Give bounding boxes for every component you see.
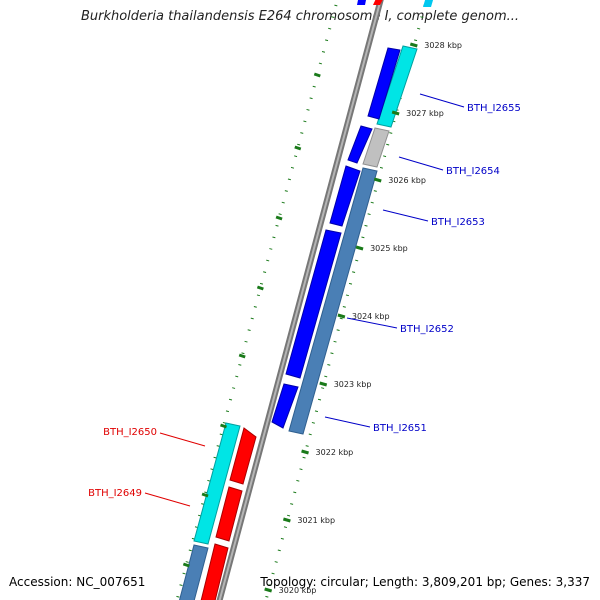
gene-arrow[interactable] bbox=[285, 229, 342, 379]
cds-forward-track bbox=[288, 0, 434, 435]
accession-text: Accession: NC_007651 bbox=[9, 575, 146, 589]
gene-label-forward[interactable]: BTH_I2654 bbox=[446, 166, 500, 177]
cds-segment bbox=[376, 45, 418, 128]
tick-mark bbox=[355, 245, 364, 251]
gene-label-forward[interactable]: BTH_I2653 bbox=[431, 217, 485, 228]
gene-arrow[interactable] bbox=[271, 383, 299, 429]
tick-label: 3022 kbp bbox=[316, 448, 354, 457]
tick-mark bbox=[373, 177, 382, 183]
tick-mark bbox=[264, 587, 273, 593]
genome-backbone bbox=[216, 0, 384, 600]
gene-label-forward[interactable]: BTH_I2652 bbox=[400, 324, 454, 335]
cds-segment bbox=[288, 167, 378, 435]
tick-mark bbox=[275, 215, 283, 221]
tick-mark bbox=[409, 42, 418, 48]
tick-label: 3021 kbp bbox=[297, 516, 335, 525]
gene-leader-line bbox=[346, 317, 398, 329]
tick-mark bbox=[182, 562, 190, 568]
cds-reverse-track bbox=[179, 422, 241, 600]
gene-arrow[interactable] bbox=[229, 427, 257, 485]
gene-arrow[interactable] bbox=[329, 165, 361, 227]
gene-label-reverse[interactable]: BTH_I2650 bbox=[103, 427, 157, 438]
gene-leader-line bbox=[419, 93, 465, 108]
tick-mark bbox=[220, 423, 227, 429]
gene-arrow[interactable] bbox=[373, 0, 388, 5]
tick-mark bbox=[282, 517, 291, 523]
gene-arrow[interactable] bbox=[367, 47, 401, 120]
tick-marks bbox=[182, 42, 418, 593]
cds-segment bbox=[362, 127, 390, 168]
gene-label-forward[interactable]: BTH_I2651 bbox=[373, 423, 427, 434]
tick-label: 3026 kbp bbox=[388, 176, 426, 185]
gene-leader-line bbox=[144, 492, 191, 507]
map-title: Burkholderia thailandensis E264 chromoso… bbox=[80, 9, 520, 24]
tick-mark bbox=[256, 285, 264, 291]
tick-label: 3025 kbp bbox=[370, 244, 408, 253]
gene-arrow[interactable] bbox=[200, 543, 229, 600]
gene-arrow[interactable] bbox=[347, 125, 373, 164]
gene-labels: BTH_I2655 BTH_I2654 BTH_I2653 BTH_I2652 BTH_… bbox=[88, 93, 521, 507]
genome-stats-text: Topology: circular; Length: 3,809,201 bp… bbox=[260, 575, 590, 589]
gene-arrow[interactable] bbox=[215, 486, 243, 542]
gene-leader-line bbox=[382, 209, 429, 222]
gene-arrow[interactable] bbox=[357, 0, 368, 5]
tick-mark bbox=[201, 492, 209, 498]
tick-label: 3023 kbp bbox=[334, 380, 372, 389]
tick-label: 3024 kbp bbox=[352, 312, 390, 321]
tick-mark bbox=[294, 145, 302, 151]
reverse-genes bbox=[200, 427, 257, 600]
tick-mark bbox=[337, 313, 346, 319]
forward-genes bbox=[271, 0, 401, 429]
tick-mark bbox=[238, 353, 246, 359]
tick-mark bbox=[319, 381, 328, 387]
tick-label: 3028 kbp bbox=[424, 41, 462, 50]
gene-leader-line bbox=[324, 416, 371, 428]
cds-segment bbox=[179, 544, 209, 600]
gene-label-forward[interactable]: BTH_I2655 bbox=[467, 103, 521, 114]
tick-mark bbox=[313, 72, 321, 78]
tick-label: 3020 kbp bbox=[279, 586, 317, 595]
cds-segment bbox=[193, 422, 241, 545]
tick-labels: 3028 kbp 3027 kbp 3026 kbp 3025 kbp 3024 kbp… bbox=[279, 41, 462, 595]
tick-label: 3027 kbp bbox=[406, 109, 444, 118]
gene-label-reverse[interactable]: BTH_I2649 bbox=[88, 488, 142, 499]
tick-mark bbox=[391, 110, 400, 116]
gene-leader-line bbox=[159, 432, 206, 447]
tick-mark bbox=[301, 449, 309, 455]
gene-leader-line bbox=[398, 156, 444, 171]
cds-segment bbox=[423, 0, 434, 7]
